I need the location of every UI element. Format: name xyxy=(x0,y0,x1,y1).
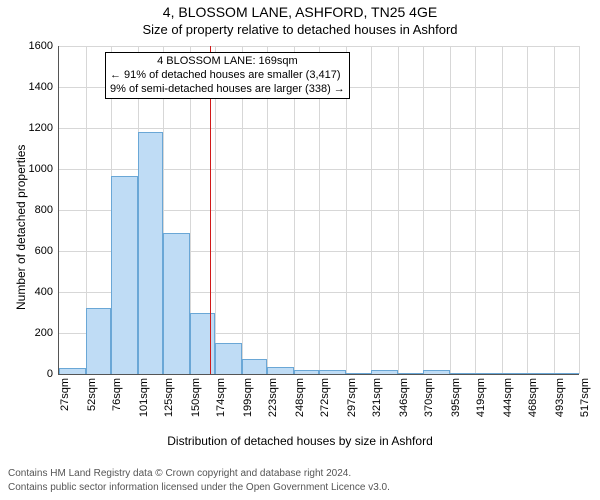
y-tick-label: 800 xyxy=(35,204,53,216)
y-tick-label: 1000 xyxy=(29,163,53,175)
histogram-bar xyxy=(138,132,163,374)
x-tick-label: 101sqm xyxy=(138,378,150,417)
histogram-bar xyxy=(111,176,138,374)
x-tick-label: 517sqm xyxy=(579,378,591,417)
x-tick-label: 223sqm xyxy=(267,378,279,417)
x-axis-label: Distribution of detached houses by size … xyxy=(0,434,600,448)
y-tick-label: 400 xyxy=(35,286,53,298)
x-tick-label: 199sqm xyxy=(242,378,254,417)
x-tick-label: 370sqm xyxy=(423,378,435,417)
histogram-bar xyxy=(319,370,346,374)
plot-area: 0200400600800100012001400160027sqm52sqm7… xyxy=(58,46,579,375)
info-box-line2: ← 91% of detached houses are smaller (3,… xyxy=(110,69,345,83)
histogram-bar xyxy=(59,368,86,374)
histogram-bar xyxy=(267,367,294,374)
x-tick-label: 248sqm xyxy=(294,378,306,417)
x-tick-label: 52sqm xyxy=(86,378,98,411)
x-tick-label: 493sqm xyxy=(554,378,566,417)
histogram-bar xyxy=(527,373,554,374)
gridline-vertical xyxy=(554,46,555,374)
histogram-bar xyxy=(423,370,450,374)
histogram-bar xyxy=(86,308,111,374)
y-tick-label: 200 xyxy=(35,327,53,339)
y-tick-label: 1400 xyxy=(29,81,53,93)
x-tick-label: 174sqm xyxy=(215,378,227,417)
histogram-bar xyxy=(371,370,398,374)
chart-title-address: 4, BLOSSOM LANE, ASHFORD, TN25 4GE xyxy=(0,4,600,20)
x-tick-label: 468sqm xyxy=(527,378,539,417)
y-tick-label: 0 xyxy=(47,368,53,380)
histogram-bar xyxy=(346,373,371,374)
histogram-bar xyxy=(215,343,242,374)
histogram-bar xyxy=(450,373,475,374)
gridline-vertical xyxy=(579,46,580,374)
histogram-bar xyxy=(190,313,215,375)
gridline-vertical xyxy=(371,46,372,374)
histogram-bar xyxy=(502,373,527,374)
x-tick-label: 150sqm xyxy=(190,378,202,417)
info-box-line1: 4 BLOSSOM LANE: 169sqm xyxy=(110,55,345,69)
y-tick-label: 600 xyxy=(35,245,53,257)
x-tick-label: 321sqm xyxy=(371,378,383,417)
histogram-bar xyxy=(163,233,190,374)
gridline-vertical xyxy=(527,46,528,374)
y-tick-label: 1200 xyxy=(29,122,53,134)
gridline-vertical xyxy=(450,46,451,374)
x-tick-label: 76sqm xyxy=(111,378,123,411)
x-tick-label: 125sqm xyxy=(163,378,175,417)
histogram-bar xyxy=(294,370,319,374)
x-tick-label: 346sqm xyxy=(398,378,410,417)
x-tick-label: 419sqm xyxy=(475,378,487,417)
x-tick-label: 27sqm xyxy=(59,378,71,411)
x-tick-label: 395sqm xyxy=(450,378,462,417)
x-tick-label: 444sqm xyxy=(502,378,514,417)
gridline-vertical xyxy=(475,46,476,374)
footer-copyright-2: Contains public sector information licen… xyxy=(8,482,390,493)
histogram-bar xyxy=(475,373,502,374)
gridline-vertical xyxy=(398,46,399,374)
histogram-bar xyxy=(242,359,267,374)
x-tick-label: 272sqm xyxy=(319,378,331,417)
chart-root: 4, BLOSSOM LANE, ASHFORD, TN25 4GE Size … xyxy=(0,0,600,500)
chart-title-subtitle: Size of property relative to detached ho… xyxy=(0,22,600,37)
marker-info-box: 4 BLOSSOM LANE: 169sqm ← 91% of detached… xyxy=(105,52,350,99)
x-tick-label: 297sqm xyxy=(346,378,358,417)
info-box-line3: 9% of semi-detached houses are larger (3… xyxy=(110,83,345,97)
gridline-vertical xyxy=(502,46,503,374)
histogram-bar xyxy=(554,373,579,374)
gridline-vertical xyxy=(423,46,424,374)
footer-copyright-1: Contains HM Land Registry data © Crown c… xyxy=(8,468,351,479)
y-tick-label: 1600 xyxy=(29,40,53,52)
histogram-bar xyxy=(398,373,423,374)
